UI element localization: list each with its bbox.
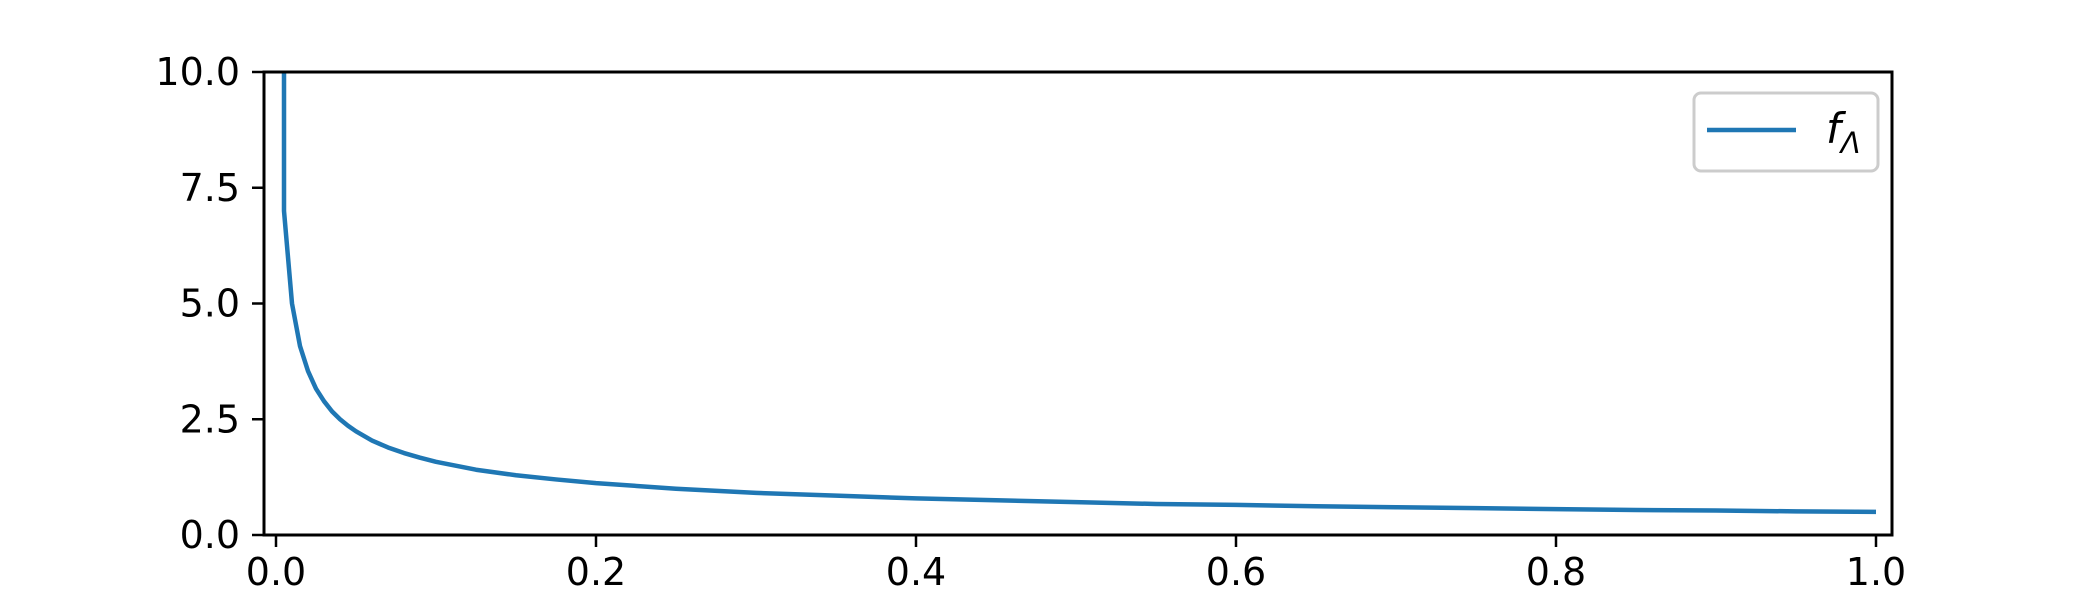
x-tick-label: 0.2 <box>566 550 626 594</box>
y-tick-label: 7.5 <box>180 166 240 210</box>
plot-area-frame <box>262 70 1894 537</box>
x-tick-label: 0.6 <box>1206 550 1266 594</box>
x-tick-label: 1.0 <box>1846 550 1906 594</box>
y-tick-label: 10.0 <box>155 50 240 94</box>
legend-label-subscript: Λ <box>1839 126 1861 160</box>
y-tick-label: 2.5 <box>180 397 240 441</box>
x-tick-label: 0.4 <box>886 550 946 594</box>
y-tick-label: 5.0 <box>180 282 240 326</box>
y-axis-ticks: 0.0 2.5 5.0 7.5 10.0 <box>155 50 264 557</box>
legend: fΛ <box>1692 91 1880 173</box>
y-tick-label: 0.0 <box>180 513 240 557</box>
x-tick-label: 0.0 <box>246 550 306 594</box>
x-tick-label: 0.8 <box>1526 550 1586 594</box>
series-line-f-lambda <box>281 72 1877 515</box>
x-axis-ticks: 0.0 0.2 0.4 0.6 0.8 1.0 <box>246 535 1906 594</box>
